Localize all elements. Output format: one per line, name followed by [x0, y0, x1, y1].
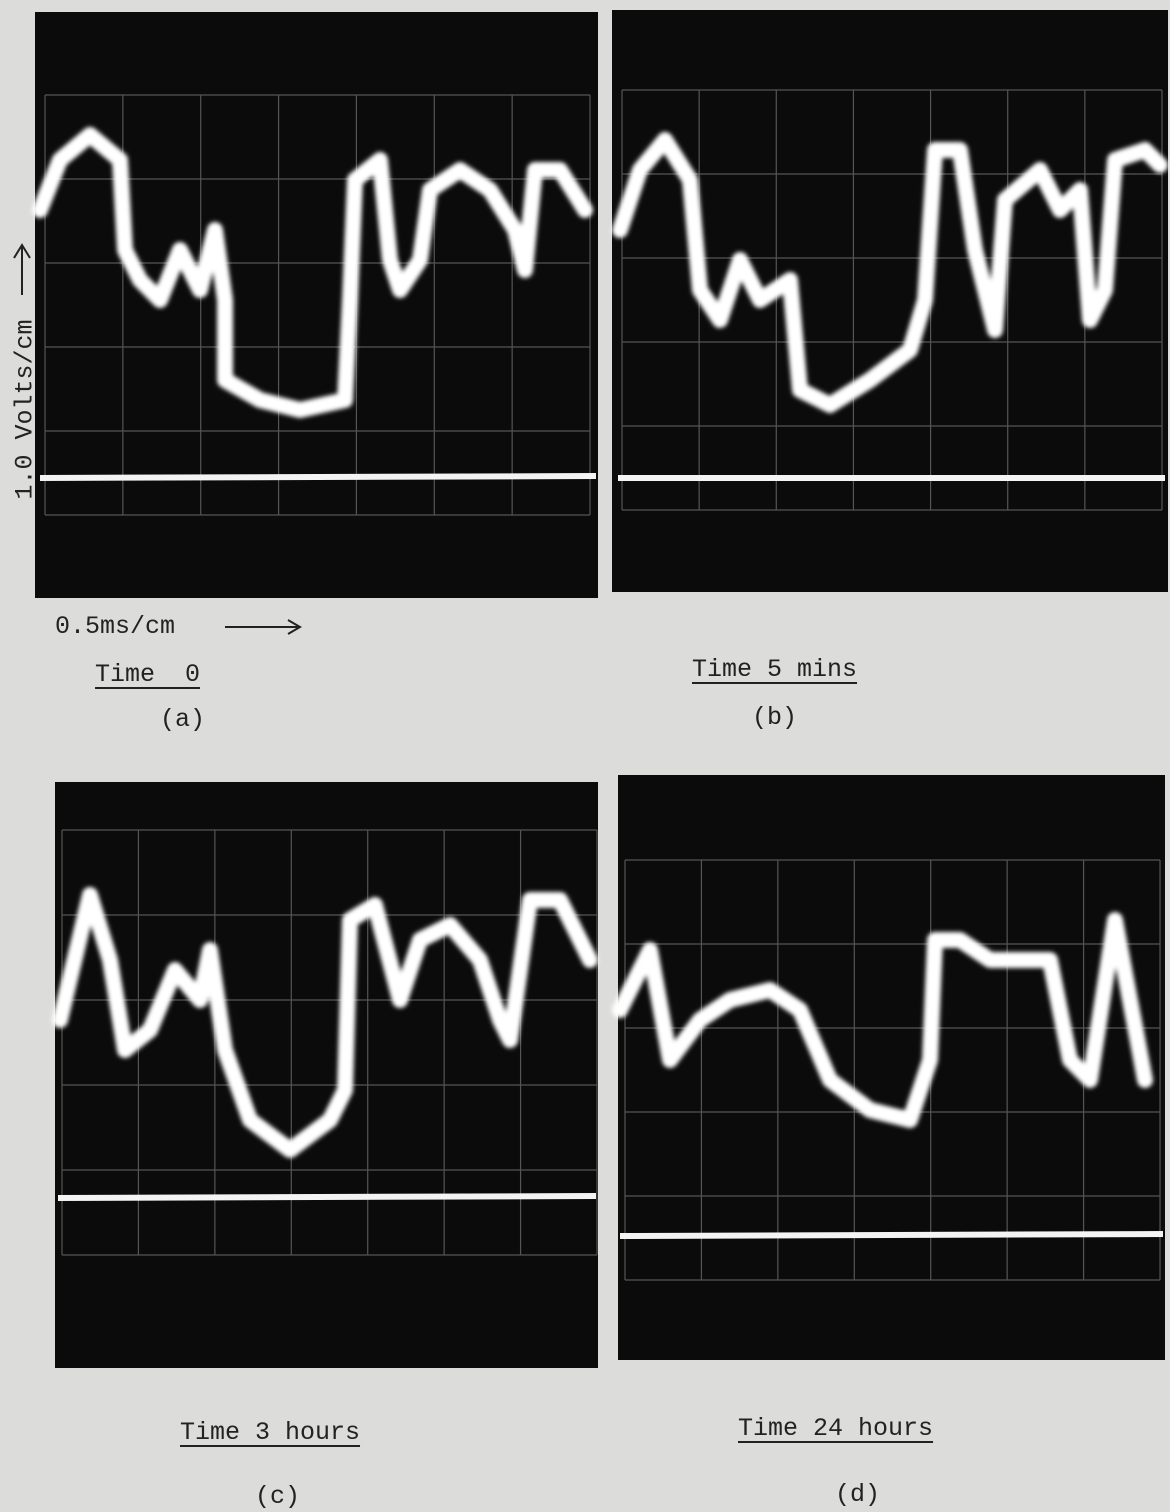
oscilloscope-screens [35, 10, 1168, 1368]
screen-a [35, 12, 598, 598]
waveform [612, 912, 1153, 1128]
panel-label: (d) [835, 1480, 881, 1509]
panel-label: (c) [255, 1482, 301, 1511]
baseline [57, 1193, 597, 1201]
x-axis-label: 0.5ms/cm [55, 612, 176, 641]
panel-label: (a) [160, 705, 206, 734]
graticules [44, 89, 1163, 1281]
baseline [39, 473, 597, 481]
waveform [612, 132, 1168, 413]
screen-c [55, 782, 598, 1368]
caption: Time 24 hours [738, 1414, 934, 1443]
baseline [619, 1231, 1164, 1239]
arrows [13, 243, 302, 635]
panel-label: (b) [752, 703, 798, 732]
waveform [32, 127, 593, 418]
y-axis-label: 1.0 Volts/cm [10, 319, 40, 500]
caption: Time 0 [95, 660, 201, 689]
caption: Time 5 mins [692, 655, 858, 684]
caption: Time 3 hours [180, 1418, 361, 1447]
waveform [52, 887, 598, 1158]
